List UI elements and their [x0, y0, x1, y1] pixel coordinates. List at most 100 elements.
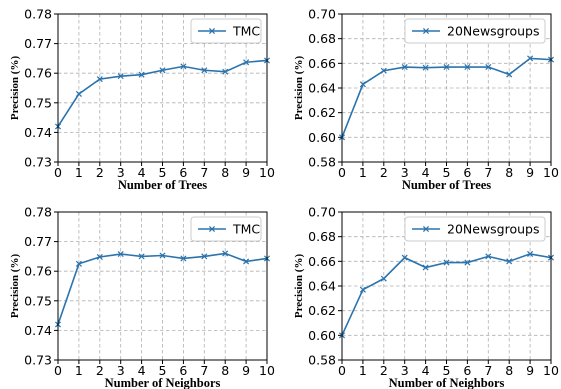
x-tick-label: 4 — [138, 165, 146, 180]
data-point — [201, 253, 208, 260]
x-tick-label: 4 — [422, 363, 430, 378]
y-axis-label: Precision (%) — [9, 56, 21, 121]
y-tick-label: 0.60 — [308, 130, 336, 145]
data-point — [506, 258, 513, 265]
data-point-stroke — [117, 73, 124, 80]
data-point-stroke — [464, 64, 471, 71]
chart-panel: 0 1 2 3 4 5 6 7 8 9 10 0.58 0.60 0.62 0.64 0.66 0.68 0.70… — [293, 7, 559, 193]
data-point — [422, 64, 429, 71]
y-tick-label: 0.74 — [24, 125, 52, 140]
data-point-stroke — [401, 64, 408, 71]
data-point — [401, 64, 408, 71]
x-tick-label: 5 — [443, 363, 451, 378]
legend-marker — [422, 225, 430, 233]
legend-marker — [208, 27, 216, 35]
y-tick-label: 0.60 — [308, 328, 336, 343]
y-tick-label: 0.76 — [24, 264, 52, 279]
y-tick-label: 0.70 — [308, 7, 336, 22]
x-tick-label: 9 — [526, 165, 534, 180]
x-tick-label: 1 — [75, 363, 83, 378]
data-point-stroke — [506, 71, 513, 78]
y-tick-label: 0.64 — [308, 279, 336, 294]
y-tick-label: 0.70 — [308, 205, 336, 220]
data-point — [464, 259, 471, 266]
data-point — [117, 251, 124, 258]
x-tick-label: 3 — [117, 165, 125, 180]
x-tick-label: 8 — [505, 165, 513, 180]
x-tick-label: 7 — [200, 363, 208, 378]
data-point-stroke — [485, 253, 492, 260]
legend: TMC — [190, 18, 262, 44]
data-point — [75, 90, 82, 97]
data-point-stroke — [75, 260, 82, 267]
data-point — [359, 81, 366, 88]
plot-frame — [341, 13, 552, 163]
x-tick-label: 8 — [221, 363, 229, 378]
data-point — [159, 252, 166, 259]
data-point — [222, 250, 229, 257]
x-tick-label: 8 — [505, 363, 513, 378]
data-point — [506, 71, 513, 78]
data-point — [485, 64, 492, 71]
y-axis-label: Precision (%) — [293, 254, 305, 319]
y-tick-label: 0.58 — [308, 353, 336, 368]
x-tick-label: 5 — [159, 363, 167, 378]
x-axis-label: Number of Trees — [118, 178, 207, 192]
x-tick-label: 9 — [526, 363, 534, 378]
data-point — [138, 71, 145, 78]
data-point-stroke — [243, 59, 250, 66]
data-point-stroke — [422, 264, 429, 271]
y-tick-label: 0.78 — [24, 7, 52, 22]
legend-marker — [422, 27, 430, 35]
plot-frame — [57, 13, 268, 163]
y-tick-label: 0.58 — [308, 155, 336, 170]
data-point — [443, 64, 450, 71]
x-tick-label: 10 — [259, 363, 275, 378]
data-point-stroke — [222, 68, 229, 75]
data-point-stroke — [201, 67, 208, 74]
x-axis-label: Number of Neighbors — [389, 376, 505, 389]
legend-box — [404, 216, 546, 242]
data-point-stroke — [180, 63, 187, 70]
data-point-stroke — [159, 252, 166, 259]
x-tick-label: 10 — [259, 165, 275, 180]
x-tick-label: 2 — [380, 363, 388, 378]
plot-frame — [341, 211, 552, 361]
y-tick-label: 0.62 — [308, 303, 336, 318]
data-point — [380, 275, 387, 282]
data-point — [443, 259, 450, 266]
data-point — [138, 253, 145, 260]
data-point-stroke — [464, 259, 471, 266]
data-point — [380, 67, 387, 74]
x-tick-label: 0 — [338, 165, 346, 180]
x-axis-label: Number of Neighbors — [105, 376, 221, 389]
data-point-stroke — [401, 254, 408, 261]
data-point — [159, 67, 166, 74]
y-tick-label: 0.66 — [308, 56, 336, 71]
data-point — [359, 286, 366, 293]
legend-box — [404, 18, 546, 44]
y-tick-label: 0.75 — [24, 293, 52, 308]
data-point — [243, 258, 250, 265]
x-tick-label: 7 — [200, 165, 208, 180]
data-point-stroke — [222, 250, 229, 257]
x-tick-label: 7 — [484, 165, 492, 180]
x-tick-label: 0 — [54, 363, 62, 378]
data-point — [243, 59, 250, 66]
y-tick-label: 0.66 — [308, 254, 336, 269]
data-point-stroke — [422, 64, 429, 71]
data-point-stroke — [180, 255, 187, 262]
x-tick-label: 4 — [138, 363, 146, 378]
data-point-stroke — [117, 251, 124, 258]
data-point — [222, 68, 229, 75]
x-tick-label: 10 — [543, 363, 559, 378]
data-point-stroke — [380, 67, 387, 74]
x-tick-label: 4 — [422, 165, 430, 180]
data-point-stroke — [527, 55, 534, 62]
x-tick-label: 3 — [117, 363, 125, 378]
data-point — [485, 253, 492, 260]
x-tick-label: 8 — [221, 165, 229, 180]
x-tick-label: 5 — [443, 165, 451, 180]
data-point — [527, 250, 534, 257]
